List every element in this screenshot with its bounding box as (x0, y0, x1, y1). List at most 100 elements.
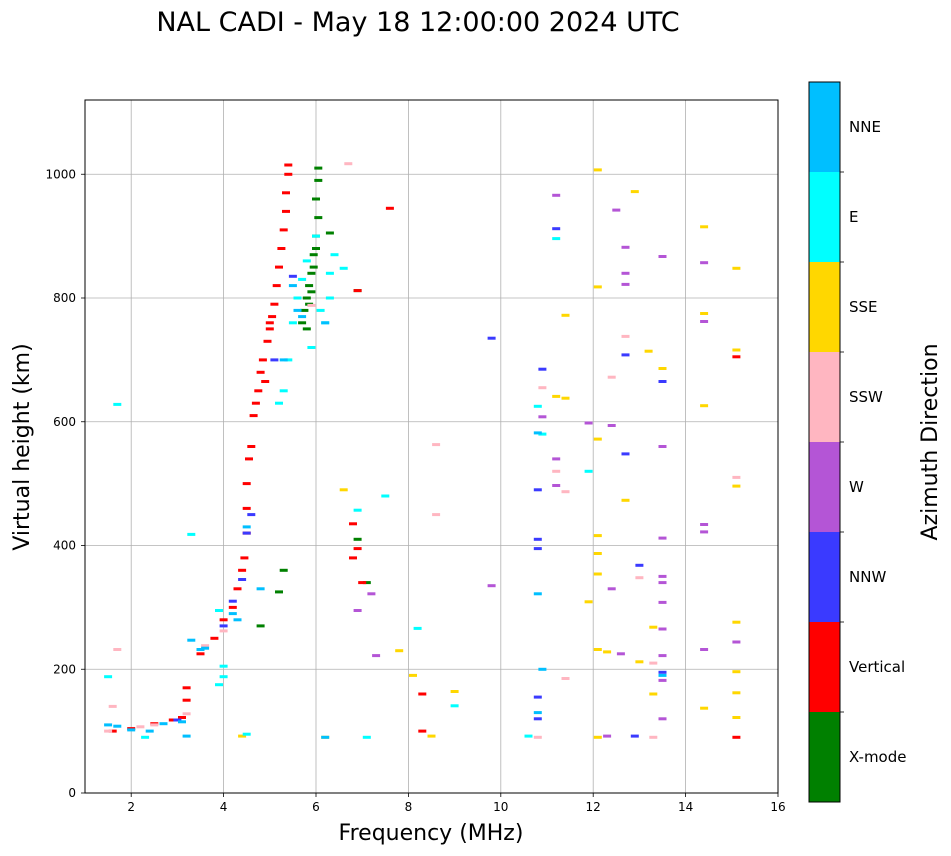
colorbar-category-label: NNW (849, 568, 886, 586)
data-point (247, 513, 256, 517)
colorbar: X-mode Vertical NNW W SSW SSE E NNE (808, 81, 906, 803)
data-point (533, 717, 542, 721)
data-point (533, 711, 542, 715)
data-point (658, 574, 667, 578)
data-point (159, 722, 168, 726)
data-point (284, 358, 293, 362)
data-point (104, 675, 113, 679)
data-point (621, 334, 630, 338)
data-point (240, 556, 249, 560)
data-point (732, 348, 741, 352)
data-point (700, 312, 709, 315)
x-tick-label: 16 (770, 800, 785, 814)
data-point (104, 723, 113, 727)
data-point (450, 704, 459, 708)
data-point (593, 285, 602, 289)
data-point (607, 424, 616, 427)
data-point (584, 469, 593, 473)
data-point (533, 735, 542, 739)
data-point (242, 732, 251, 736)
data-point (349, 522, 357, 526)
data-point (242, 482, 251, 486)
colorbar-category-label: NNE (849, 118, 881, 136)
data-point (113, 648, 122, 651)
data-point (649, 735, 658, 739)
data-point (268, 315, 277, 319)
data-point (621, 245, 630, 249)
data-point (279, 358, 288, 362)
data-point (700, 523, 709, 526)
data-point (561, 313, 570, 317)
data-point (288, 321, 297, 325)
data-point (362, 581, 371, 585)
data-point (593, 648, 602, 651)
data-point (298, 277, 307, 281)
data-point (552, 394, 561, 398)
x-tick-label: 6 (312, 800, 320, 814)
data-point (584, 600, 593, 604)
data-point (279, 568, 288, 572)
data-point (593, 552, 602, 555)
data-point (409, 673, 417, 677)
x-tick-label: 14 (678, 800, 693, 814)
data-point (219, 624, 228, 628)
data-point (538, 386, 547, 390)
data-point (700, 261, 709, 265)
data-point (353, 508, 362, 512)
data-point (309, 265, 318, 269)
data-point (270, 302, 279, 306)
data-point (288, 284, 297, 288)
data-point (538, 432, 547, 436)
data-point (635, 576, 644, 580)
data-points (104, 162, 741, 739)
data-point (362, 735, 371, 739)
data-point (254, 389, 263, 393)
colorbar-category-label: W (849, 478, 864, 496)
colorbar-label: Azimuth Direction (918, 343, 943, 540)
data-point (316, 308, 325, 312)
y-tick-label: 800 (53, 291, 76, 305)
data-point (270, 358, 279, 362)
x-tick-label: 4 (220, 800, 228, 814)
data-point (321, 735, 330, 739)
data-point (593, 534, 602, 538)
colorbar-swatch (809, 172, 840, 262)
data-point (279, 228, 288, 232)
data-point (113, 402, 122, 406)
data-point (178, 720, 186, 724)
data-point (533, 488, 542, 492)
data-point (325, 231, 334, 235)
data-point (325, 296, 334, 300)
data-point (242, 506, 251, 510)
data-point (265, 327, 274, 331)
data-point (552, 457, 561, 461)
y-tick-label: 600 (53, 415, 76, 429)
data-point (219, 675, 228, 679)
data-point (275, 590, 283, 594)
data-point (603, 650, 612, 654)
data-point (141, 735, 150, 739)
data-point (321, 321, 330, 325)
data-point (108, 704, 117, 708)
data-point (300, 308, 309, 312)
data-point (307, 271, 316, 275)
data-point (201, 646, 210, 650)
data-point (277, 247, 286, 250)
data-point (607, 375, 616, 379)
data-point (533, 592, 542, 596)
data-point (182, 734, 191, 738)
data-point (385, 206, 394, 210)
data-point (275, 265, 283, 269)
y-tick-label: 1000 (45, 167, 76, 181)
data-point (621, 353, 630, 357)
data-point (732, 266, 741, 270)
colorbar-swatch (809, 442, 840, 532)
data-point (732, 691, 741, 695)
data-point (630, 190, 639, 194)
x-tick-label: 10 (493, 800, 508, 814)
data-point (732, 620, 741, 624)
data-point (136, 725, 145, 729)
data-point (621, 282, 630, 286)
chart-title: NAL CADI - May 18 12:00:00 2024 UTC (156, 7, 679, 38)
data-point (561, 490, 570, 494)
